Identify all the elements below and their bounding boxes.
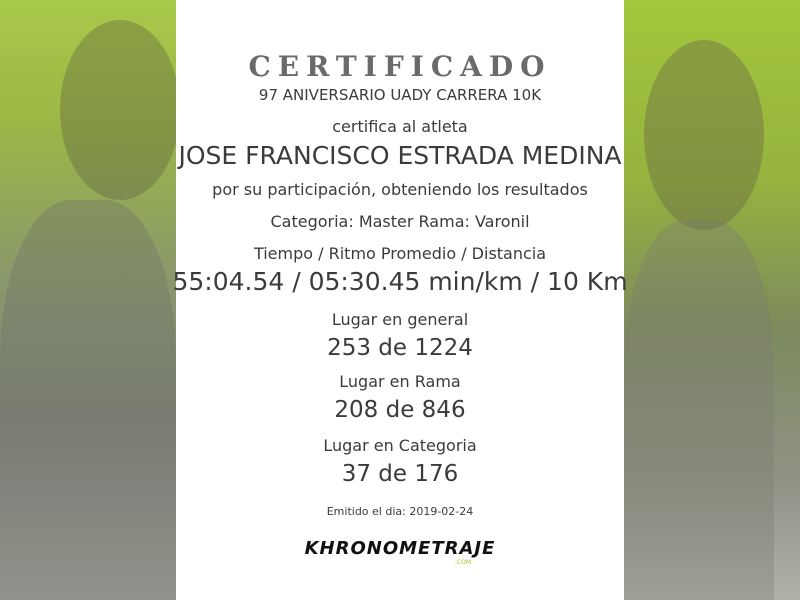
issued-date: Emitido el dia: 2019-02-24 xyxy=(326,505,474,518)
male-runner-silhouette xyxy=(60,20,180,200)
metrics-label: Tiempo / Ritmo Promedio / Distancia xyxy=(253,244,547,263)
metrics-value: 55:04.54 / 05:30.45 min/km / 10 Km xyxy=(172,267,628,296)
right-athlete-photo xyxy=(624,0,800,600)
left-athlete-photo xyxy=(0,0,180,600)
overall-place-value: 253 de 1224 xyxy=(327,335,473,361)
female-runner-silhouette xyxy=(644,40,764,230)
gender-place-value: 208 de 846 xyxy=(334,397,466,423)
overall-place-label: Lugar en general xyxy=(331,310,469,329)
certificate-title: CERTIFICADO xyxy=(248,50,552,83)
khronometraje-logo: KHRONOMETRAJE xyxy=(304,538,496,559)
certifies-text: certifica al atleta xyxy=(332,117,468,136)
category-line: Categoria: Master Rama: Varonil xyxy=(270,212,530,231)
certificate-panel xyxy=(176,0,624,600)
logo-suffix: .COM xyxy=(455,559,471,566)
category-place-label: Lugar en Categoria xyxy=(323,436,477,455)
male-runner-body xyxy=(0,200,176,600)
category-place-value: 37 de 176 xyxy=(341,461,459,487)
female-runner-body xyxy=(624,220,774,600)
athlete-name: JOSE FRANCISCO ESTRADA MEDINA xyxy=(178,141,622,170)
event-name: 97 ANIVERSARIO UADY CARRERA 10K xyxy=(258,86,542,104)
participation-text: por su participación, obteniendo los res… xyxy=(212,180,588,199)
gender-place-label: Lugar en Rama xyxy=(339,372,461,391)
